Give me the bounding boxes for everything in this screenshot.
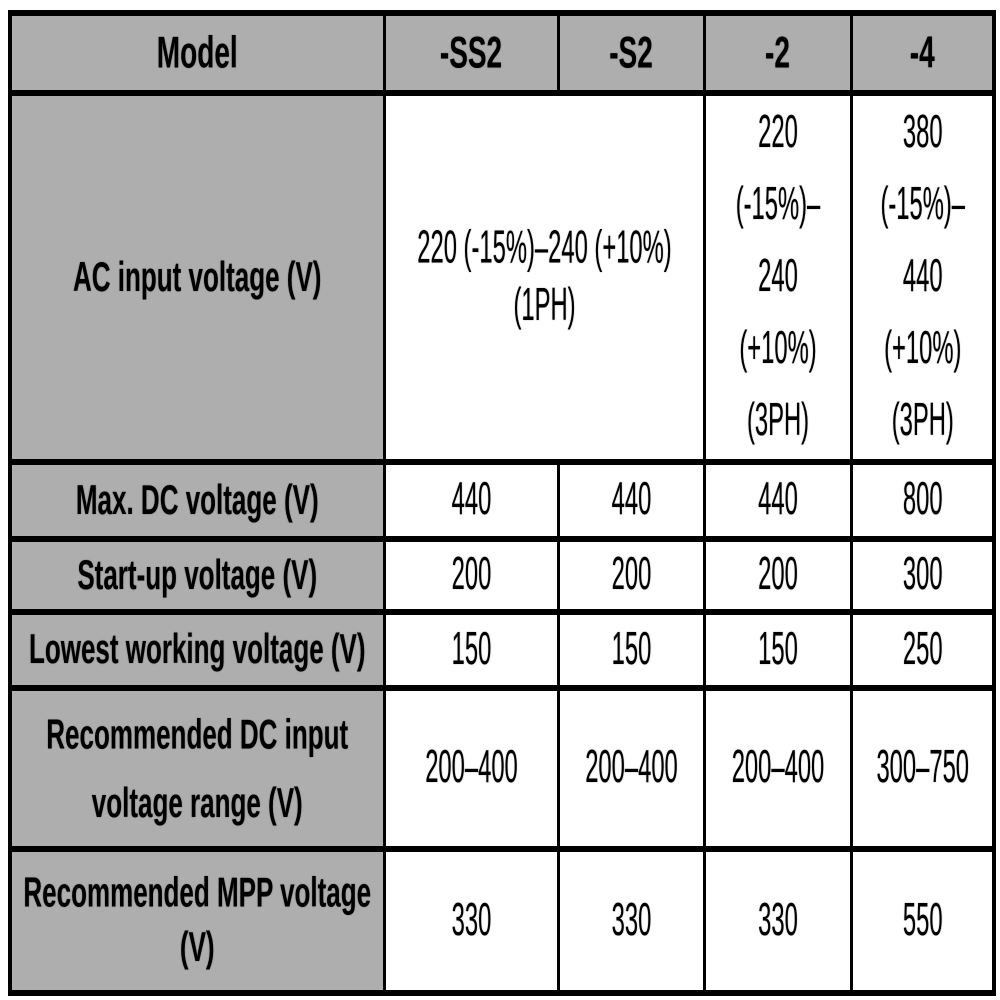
cell-recmpp-label: Recommended MPP voltage (V) xyxy=(8,846,386,996)
ac-input-label-text: AC input voltage (V) xyxy=(73,252,322,301)
cell-recdc-ss2: 200–400 xyxy=(382,685,560,852)
ac-input-4-value: 380 (-15%)– 440 (+10%) (3PH) xyxy=(879,107,965,447)
lowest-4-value: 250 xyxy=(902,623,943,675)
recdc-s2-value: 200–400 xyxy=(584,742,678,794)
startup-2-value: 200 xyxy=(757,549,798,601)
cell-header-s2: -S2 xyxy=(556,10,706,96)
cell-lowest-2: 150 xyxy=(702,609,853,691)
cell-recdc-4: 300–750 xyxy=(849,685,996,852)
cell-startup-2: 200 xyxy=(702,536,853,615)
spec-table: Model -SS2 -S2 -2 -4 AC input voltage xyxy=(8,10,996,996)
cell-lowest-label: Lowest working voltage (V) xyxy=(8,609,386,691)
lowest-2-value: 150 xyxy=(757,623,798,675)
cell-startup-4: 300 xyxy=(849,536,996,615)
cell-max-dc-label: Max. DC voltage (V) xyxy=(8,459,386,542)
cell-startup-s2: 200 xyxy=(556,536,706,615)
row-lowest-working-voltage: Lowest working voltage (V) 150 150 150 2… xyxy=(8,609,996,691)
recdc-4-value: 300–750 xyxy=(875,742,969,794)
recdc-ss2-value: 200–400 xyxy=(424,742,518,794)
row-recommended-dc-range: Recommended DC input voltage range (V) 2… xyxy=(8,685,996,852)
ac-input-ss2-s2-value: 220 (-15%)–240 (+10%) (1PH) xyxy=(416,222,672,332)
cell-ac-input-4: 380 (-15%)– 440 (+10%) (3PH) xyxy=(849,90,996,465)
header-2-label: -2 xyxy=(765,27,790,78)
row-startup-voltage: Start-up voltage (V) 200 200 200 300 xyxy=(8,536,996,615)
cell-recmpp-ss2: 330 xyxy=(382,846,560,996)
startup-ss2-value: 200 xyxy=(451,549,491,601)
cell-recdc-2: 200–400 xyxy=(702,685,853,852)
row-recommended-mpp-voltage: Recommended MPP voltage (V) 330 330 330 … xyxy=(8,846,996,996)
cell-lowest-4: 250 xyxy=(849,609,996,691)
spec-table-container: Model -SS2 -S2 -2 -4 AC input voltage xyxy=(8,10,996,996)
cell-ac-input-ss2-s2-merged: 220 (-15%)–240 (+10%) (1PH) xyxy=(382,90,706,465)
header-model-label: Model xyxy=(156,27,238,78)
lowest-s2-value: 150 xyxy=(611,623,651,675)
recmpp-s2-value: 330 xyxy=(611,894,651,946)
cell-header-ss2: -SS2 xyxy=(382,10,560,96)
max-dc-s2-value: 440 xyxy=(611,474,651,526)
row-max-dc-voltage: Max. DC voltage (V) 440 440 440 800 xyxy=(8,459,996,542)
row-ac-input-voltage: AC input voltage (V) 220 (-15%)–240 (+10… xyxy=(8,90,996,465)
recmpp-label-text: Recommended MPP voltage (V) xyxy=(23,868,372,971)
ac-input-2-value: 220 (-15%)– 240 (+10%) (3PH) xyxy=(735,107,820,447)
cell-startup-ss2: 200 xyxy=(382,536,560,615)
cell-ac-input-2: 220 (-15%)– 240 (+10%) (3PH) xyxy=(702,90,853,465)
recdc-label-text: Recommended DC input voltage range (V) xyxy=(46,709,349,827)
startup-4-value: 300 xyxy=(902,549,943,601)
header-ss2-label: -SS2 xyxy=(439,27,503,78)
cell-lowest-ss2: 150 xyxy=(382,609,560,691)
cell-max-dc-2: 440 xyxy=(702,459,853,542)
max-dc-ss2-value: 440 xyxy=(451,474,491,526)
cell-header-model: Model xyxy=(8,10,386,96)
row-header: Model -SS2 -S2 -2 -4 xyxy=(8,10,996,96)
cell-recmpp-4: 550 xyxy=(849,846,996,996)
startup-s2-value: 200 xyxy=(611,549,651,601)
header-4-label: -4 xyxy=(909,27,935,78)
recmpp-ss2-value: 330 xyxy=(451,894,491,946)
lowest-ss2-value: 150 xyxy=(451,623,491,675)
recmpp-4-value: 550 xyxy=(902,894,943,946)
header-s2-label: -S2 xyxy=(609,27,653,78)
cell-max-dc-ss2: 440 xyxy=(382,459,560,542)
cell-recdc-label: Recommended DC input voltage range (V) xyxy=(8,685,386,852)
lowest-label-text: Lowest working voltage (V) xyxy=(28,625,366,674)
cell-recdc-s2: 200–400 xyxy=(556,685,706,852)
cell-lowest-s2: 150 xyxy=(556,609,706,691)
max-dc-2-value: 440 xyxy=(757,474,798,526)
startup-label-text: Start-up voltage (V) xyxy=(77,550,318,599)
cell-max-dc-4: 800 xyxy=(849,459,996,542)
cell-header-4: -4 xyxy=(849,10,996,96)
cell-header-2: -2 xyxy=(702,10,853,96)
cell-ac-input-label: AC input voltage (V) xyxy=(8,90,386,465)
cell-max-dc-s2: 440 xyxy=(556,459,706,542)
max-dc-4-value: 800 xyxy=(902,474,943,526)
cell-recmpp-s2: 330 xyxy=(556,846,706,996)
recdc-2-value: 200–400 xyxy=(731,742,824,794)
recmpp-2-value: 330 xyxy=(757,894,798,946)
max-dc-label-text: Max. DC voltage (V) xyxy=(75,475,319,524)
cell-startup-label: Start-up voltage (V) xyxy=(8,536,386,615)
cell-recmpp-2: 330 xyxy=(702,846,853,996)
